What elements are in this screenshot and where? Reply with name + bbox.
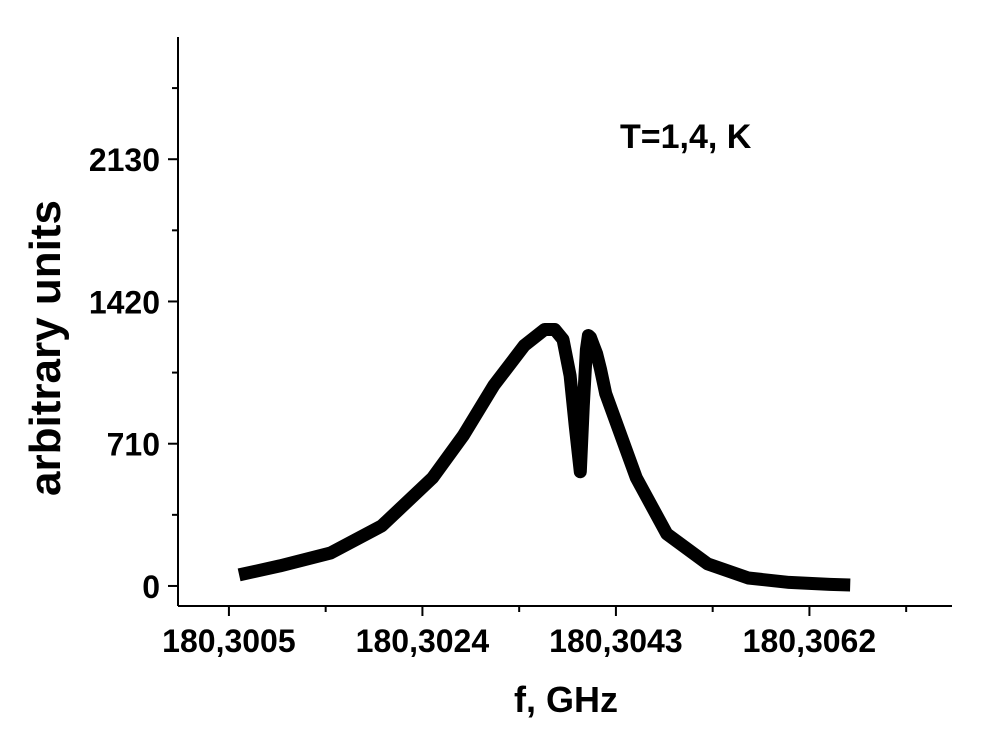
temperature-annotation: T=1,4, K [620, 118, 752, 156]
y-tick-label: 2130 [89, 142, 160, 178]
y-tick-label: 1420 [89, 284, 160, 320]
y-tick-label: 0 [142, 569, 160, 605]
series [237, 323, 851, 592]
x-tick-label: 180,3024 [356, 623, 490, 659]
x-tick-label: 180,3062 [743, 623, 876, 659]
x-axis-label: f, GHz [514, 679, 618, 720]
x-ticks: 180,3005 180,3024 180,3043 180,3062 [162, 606, 908, 659]
y-ticks: 0 710 1420 2130 [89, 87, 178, 605]
x-tick-label: 180,3005 [162, 623, 295, 659]
axes: 180,3005 180,3024 180,3043 180,3062 0 710 142… [89, 37, 952, 659]
y-axis-label: arbitrary units [21, 200, 70, 496]
x-tick-label: 180,3043 [549, 623, 682, 659]
y-tick-label: 710 [107, 427, 160, 463]
series-line [237, 323, 851, 592]
